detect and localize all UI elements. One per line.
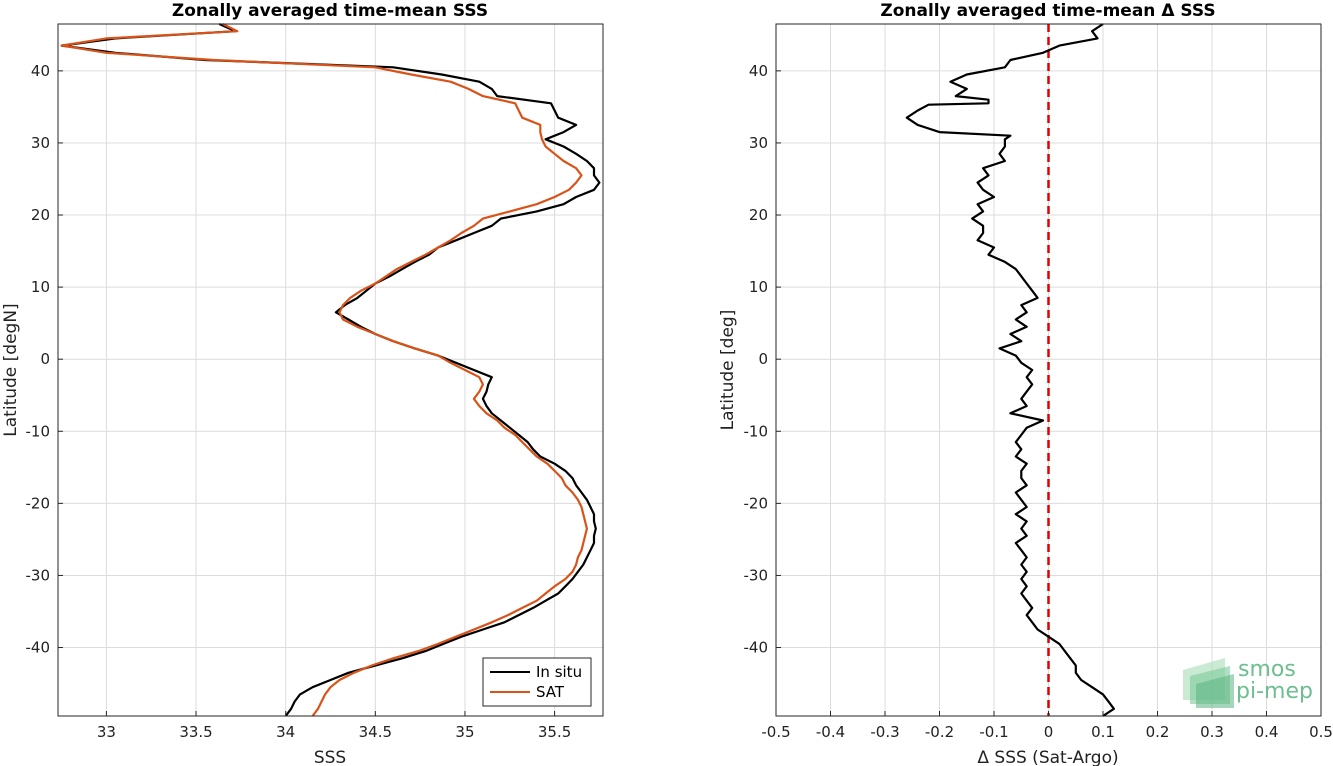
right-panel: Zonally averaged time-mean Δ SSS -0.5 -0.… [718,1,1333,766]
left-series-group [60,22,601,717]
logo-text-smos: smos [1238,657,1296,682]
right-x-tick-label: 0.1 [1091,723,1115,741]
left-y-tick-label: 0 [40,350,50,368]
left-x-tick-label: 35 [455,723,474,741]
left-axes-frame [57,23,604,717]
right-y-axis-label: Latitude [deg] [718,310,738,431]
left-x-tick-label: 35.5 [538,723,571,741]
left-grid [58,24,603,716]
right-y-tick-label: 10 [749,278,768,296]
right-y-tick-label: 40 [749,62,768,80]
left-x-tick-label: 33.5 [179,723,212,741]
logo-shape-front [1196,674,1234,708]
right-y-tick-label: 30 [749,134,768,152]
right-y-tick-label: 20 [749,206,768,224]
right-y-ticks: -40 -30 -20 -10 0 10 20 30 40 [744,62,781,657]
right-x-ticks: -0.5 -0.4 -0.3 -0.2 -0.1 0 0.1 0.2 0.3 0.4 0.5 [761,711,1333,741]
left-x-axis-label: SSS [314,748,346,766]
right-y-tick-label: -20 [744,494,769,512]
left-series-line-in-situ [60,22,601,717]
left-x-tick-label: 34.5 [359,723,392,741]
right-x-tick-label: 0.3 [1200,723,1224,741]
legend: In situ SAT [482,657,592,707]
left-chart-title: Zonally averaged time-mean SSS [172,1,488,21]
legend-label-sat: SAT [536,683,565,701]
right-y-tick-label: -10 [744,422,769,440]
left-panel: Zonally averaged time-mean SSS 33 33.5 34 3… [1,1,604,766]
left-y-tick-label: -20 [26,494,51,512]
right-y-tick-label: 0 [758,350,768,368]
left-y-tick-label: 30 [31,134,50,152]
right-x-axis-label: Δ SSS (Sat-Argo) [977,748,1118,766]
left-y-tick-label: -40 [26,639,51,657]
left-y-tick-label: 10 [31,278,50,296]
right-y-tick-label: -30 [744,566,769,584]
right-x-tick-label: 0.5 [1309,723,1333,741]
right-series-group [905,23,1115,717]
left-x-tick-label: 34 [276,723,295,741]
right-x-tick-label: 0.2 [1146,723,1170,741]
right-chart-title: Zonally averaged time-mean Δ SSS [880,1,1215,21]
right-x-tick-label: -0.1 [979,723,1008,741]
left-y-tick-label: -30 [26,566,51,584]
right-x-tick-label: -0.5 [761,723,790,741]
right-x-tick-label: 0.4 [1255,723,1279,741]
left-y-tick-label: 20 [31,206,50,224]
right-x-tick-label: -0.3 [870,723,899,741]
left-y-tick-label: -10 [26,422,51,440]
left-x-ticks: 33 33.5 34 34.5 35 35.5 [97,711,571,741]
right-x-tick-label: -0.2 [925,723,954,741]
right-x-tick-label: -0.4 [816,723,845,741]
left-y-axis-label: Latitude [degN] [1,303,21,436]
left-x-tick-label: 33 [97,723,116,741]
left-y-ticks: -40 -30 -20 -10 0 10 20 30 40 [26,62,63,657]
left-series-line-sat [60,23,588,717]
right-x-tick-label: 0 [1044,723,1054,741]
logo-text-pi-mep: pi-mep [1236,679,1313,704]
legend-box [482,657,592,707]
left-y-tick-label: 40 [31,62,50,80]
right-y-tick-label: -40 [744,639,769,657]
legend-label-in-situ: In situ [536,663,582,681]
smos-pi-mep-logo: smos pi-mep [1183,657,1313,708]
right-series-line-delta-sss [905,23,1115,717]
